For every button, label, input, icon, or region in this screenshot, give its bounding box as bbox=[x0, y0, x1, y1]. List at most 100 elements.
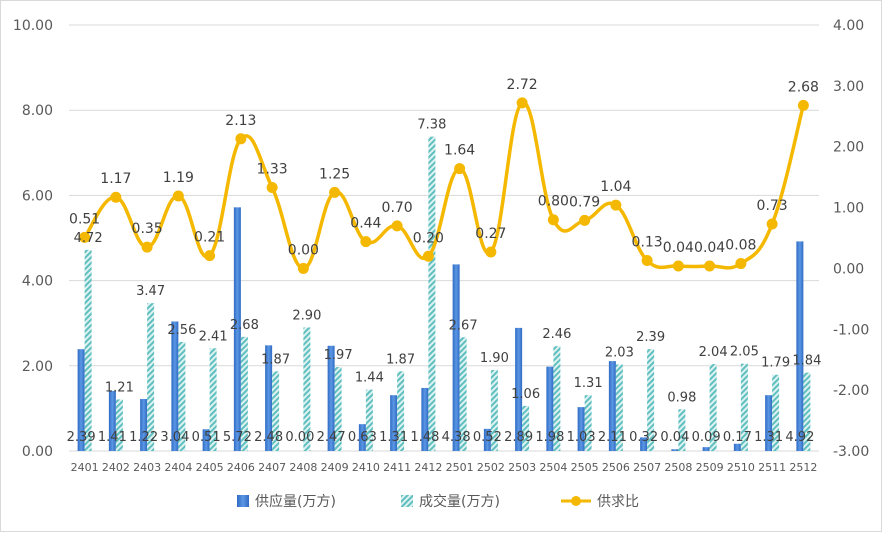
supply-data-label: 0.04 bbox=[660, 430, 689, 445]
bar-deal bbox=[240, 336, 248, 451]
left-tick-label: 0.00 bbox=[22, 444, 53, 460]
deal-data-label: 7.38 bbox=[417, 118, 446, 133]
supply-data-label: 1.48 bbox=[410, 430, 439, 445]
x-tick-label: 2410 bbox=[352, 461, 380, 474]
ratio-data-label: 2.13 bbox=[225, 113, 256, 129]
deal-data-label: 2.04 bbox=[699, 345, 728, 360]
legend-swatch-ratio-marker bbox=[571, 496, 581, 506]
right-tick-label: 0.00 bbox=[833, 261, 864, 277]
bar-deal bbox=[678, 409, 686, 451]
bar-deal bbox=[84, 249, 92, 451]
ratio-data-label: 1.33 bbox=[257, 161, 288, 177]
ratio-point bbox=[297, 262, 309, 274]
ratio-data-label: 0.00 bbox=[288, 242, 319, 258]
left-tick-label: 6.00 bbox=[22, 188, 53, 204]
x-tick-label: 2504 bbox=[539, 461, 567, 474]
ratio-point bbox=[79, 231, 91, 243]
supply-data-label: 2.48 bbox=[254, 430, 283, 445]
ratio-data-label: 1.64 bbox=[444, 143, 475, 159]
supply-data-label: 0.63 bbox=[348, 430, 377, 445]
ratio-data-label: 2.72 bbox=[507, 77, 538, 93]
ratio-data-label: 2.68 bbox=[788, 79, 819, 95]
supply-data-label: 0.51 bbox=[192, 430, 221, 445]
deal-data-label: 2.03 bbox=[605, 346, 634, 361]
x-tick-label: 2505 bbox=[571, 461, 599, 474]
ratio-point bbox=[766, 218, 778, 230]
bar-supply bbox=[671, 449, 679, 451]
legend-swatch-supply bbox=[237, 495, 249, 507]
ratio-data-label: 0.20 bbox=[413, 230, 444, 246]
x-tick-label: 2512 bbox=[789, 461, 817, 474]
right-tick-label: 4.00 bbox=[833, 18, 864, 34]
x-tick-label: 2408 bbox=[289, 461, 317, 474]
x-tick-label: 2502 bbox=[477, 461, 505, 474]
bar-deal bbox=[178, 341, 186, 451]
x-tick-label: 2509 bbox=[696, 461, 724, 474]
ratio-point bbox=[329, 186, 341, 198]
bar-deal bbox=[209, 348, 217, 451]
bar-supply bbox=[546, 366, 554, 451]
bars bbox=[77, 136, 811, 451]
ratio-point bbox=[641, 255, 653, 267]
x-tick-label: 2507 bbox=[633, 461, 661, 474]
deal-data-label: 2.68 bbox=[230, 318, 259, 333]
deal-data-label: 1.44 bbox=[355, 371, 384, 386]
left-tick-label: 10.00 bbox=[13, 18, 53, 34]
deal-data-label: 2.05 bbox=[730, 345, 759, 360]
deal-data-label: 1.90 bbox=[480, 351, 509, 366]
supply-data-label: 0.00 bbox=[285, 430, 314, 445]
deal-data-label: 1.79 bbox=[761, 356, 790, 371]
left-axis: 0.00 2.00 4.00 6.00 8.00 10.00 bbox=[13, 18, 53, 460]
ratio-data-label: 0.51 bbox=[69, 211, 100, 227]
ratio-data-label: 0.73 bbox=[757, 198, 788, 214]
ratio-data-label: 0.21 bbox=[194, 230, 225, 246]
deal-data-label: 2.41 bbox=[199, 329, 228, 344]
ratio-point bbox=[610, 199, 622, 211]
deal-data-label: 1.97 bbox=[324, 348, 353, 363]
ratio-point bbox=[579, 214, 591, 226]
x-tick-label: 2412 bbox=[414, 461, 442, 474]
supply-data-label: 2.89 bbox=[504, 430, 533, 445]
left-tick-label: 2.00 bbox=[22, 359, 53, 375]
deal-data-label: 2.67 bbox=[449, 318, 478, 333]
ratio-data-label: 0.79 bbox=[569, 194, 600, 210]
bar-supply bbox=[421, 387, 429, 451]
bar-deal bbox=[303, 327, 311, 451]
supply-data-label: 4.92 bbox=[785, 430, 814, 445]
ratio-data-label: 0.13 bbox=[632, 235, 663, 251]
x-tick-label: 2506 bbox=[602, 461, 630, 474]
ratio-data-label: 0.70 bbox=[382, 200, 413, 216]
bar-supply bbox=[608, 361, 616, 451]
bar-deal bbox=[522, 405, 530, 451]
bar-deal bbox=[584, 395, 592, 451]
legend-label-ratio: 供求比 bbox=[597, 494, 639, 510]
bar-deal bbox=[428, 136, 436, 451]
ratio-point bbox=[266, 181, 278, 193]
deal-data-label: 2.56 bbox=[167, 323, 196, 338]
x-tick-label: 2508 bbox=[664, 461, 692, 474]
bar-supply bbox=[702, 447, 710, 451]
right-tick-label: -1.00 bbox=[833, 322, 869, 338]
supply-data-label: 0.32 bbox=[629, 430, 658, 445]
ratio-data-label: 1.04 bbox=[600, 179, 631, 195]
ratio-point bbox=[797, 99, 809, 111]
ratio-point bbox=[516, 97, 528, 109]
deal-data-label: 1.06 bbox=[511, 387, 540, 402]
x-tick-label: 2403 bbox=[133, 461, 161, 474]
ratio-point bbox=[485, 246, 497, 258]
ratio-point bbox=[360, 236, 372, 248]
supply-data-label: 2.47 bbox=[317, 430, 346, 445]
ratio-point bbox=[172, 190, 184, 202]
bar-supply bbox=[640, 437, 648, 451]
ratio-point bbox=[704, 260, 716, 272]
ratio-point bbox=[141, 241, 153, 253]
right-tick-label: 2.00 bbox=[833, 140, 864, 156]
supply-data-label: 2.11 bbox=[598, 430, 627, 445]
bar-deal bbox=[772, 374, 780, 451]
x-tick-label: 2401 bbox=[71, 461, 99, 474]
ratio-point bbox=[422, 250, 434, 262]
ratio-data-label: 1.19 bbox=[163, 170, 194, 186]
legend-swatch-deal bbox=[401, 495, 413, 507]
